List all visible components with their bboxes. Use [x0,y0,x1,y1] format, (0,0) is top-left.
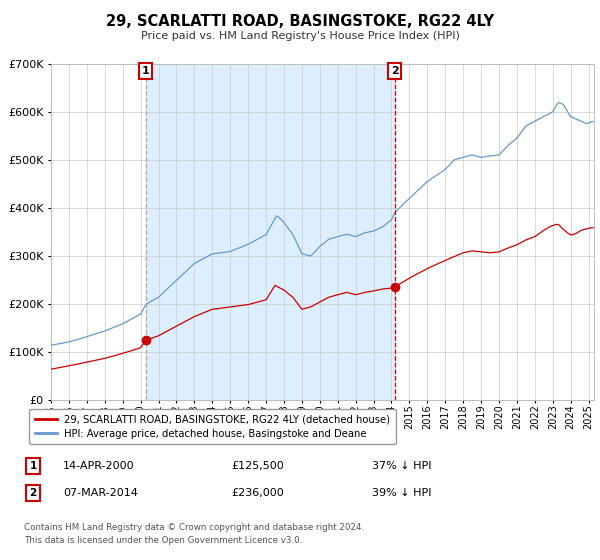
Text: 39% ↓ HPI: 39% ↓ HPI [372,488,431,498]
Text: Contains HM Land Registry data © Crown copyright and database right 2024.: Contains HM Land Registry data © Crown c… [24,523,364,532]
Text: This data is licensed under the Open Government Licence v3.0.: This data is licensed under the Open Gov… [24,536,302,545]
Text: 29, SCARLATTI ROAD, BASINGSTOKE, RG22 4LY: 29, SCARLATTI ROAD, BASINGSTOKE, RG22 4L… [106,14,494,29]
Text: 07-MAR-2014: 07-MAR-2014 [63,488,138,498]
Text: 2: 2 [391,66,398,76]
Text: Price paid vs. HM Land Registry's House Price Index (HPI): Price paid vs. HM Land Registry's House … [140,31,460,41]
Legend: 29, SCARLATTI ROAD, BASINGSTOKE, RG22 4LY (detached house), HPI: Average price, : 29, SCARLATTI ROAD, BASINGSTOKE, RG22 4L… [29,409,396,444]
Text: 14-APR-2000: 14-APR-2000 [63,461,134,471]
Text: 1: 1 [29,461,37,471]
Text: 37% ↓ HPI: 37% ↓ HPI [372,461,431,471]
Text: 2: 2 [29,488,37,498]
Text: 1: 1 [142,66,149,76]
Bar [146,64,395,400]
Text: £236,000: £236,000 [231,488,284,498]
Text: £125,500: £125,500 [231,461,284,471]
